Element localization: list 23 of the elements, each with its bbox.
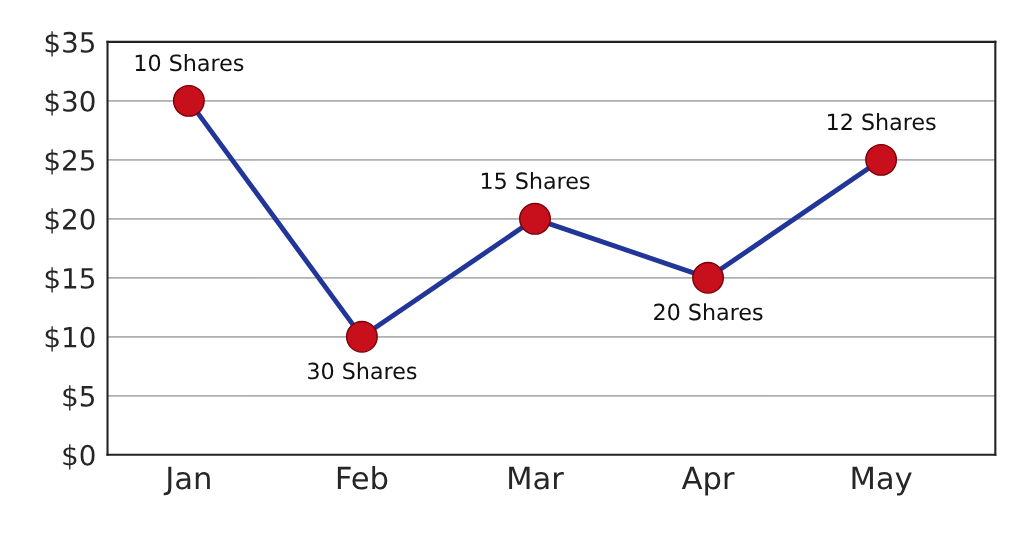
annotation: 10 Shares bbox=[135, 54, 244, 72]
y-tick-label: $25 bbox=[45, 149, 94, 175]
annotation: 15 Shares bbox=[481, 171, 590, 190]
x-tick-label: Mar bbox=[509, 466, 564, 490]
y-tick-label: $30 bbox=[45, 90, 95, 116]
point bbox=[865, 143, 898, 176]
annotation: 30 Shares bbox=[308, 362, 417, 380]
y-tick-label: $10 bbox=[45, 326, 95, 352]
y-tick-label: $20 bbox=[45, 208, 95, 234]
x-tick-label: Feb bbox=[337, 465, 388, 490]
x-tick-label: Apr bbox=[681, 466, 735, 496]
point bbox=[692, 261, 725, 294]
annotation: 20 Shares bbox=[654, 303, 763, 321]
y-tick-label: $0 bbox=[63, 444, 95, 470]
x-tick-label: Jan bbox=[163, 466, 210, 496]
y-tick-label: $5 bbox=[63, 385, 94, 411]
point bbox=[172, 84, 205, 117]
point bbox=[519, 202, 551, 235]
point bbox=[345, 320, 378, 353]
y-tick-label: $15 bbox=[45, 267, 94, 293]
y-tick-label: $35 bbox=[45, 31, 94, 57]
annotation: 12 Shares bbox=[828, 112, 936, 131]
x-tick-label: May bbox=[852, 466, 912, 496]
